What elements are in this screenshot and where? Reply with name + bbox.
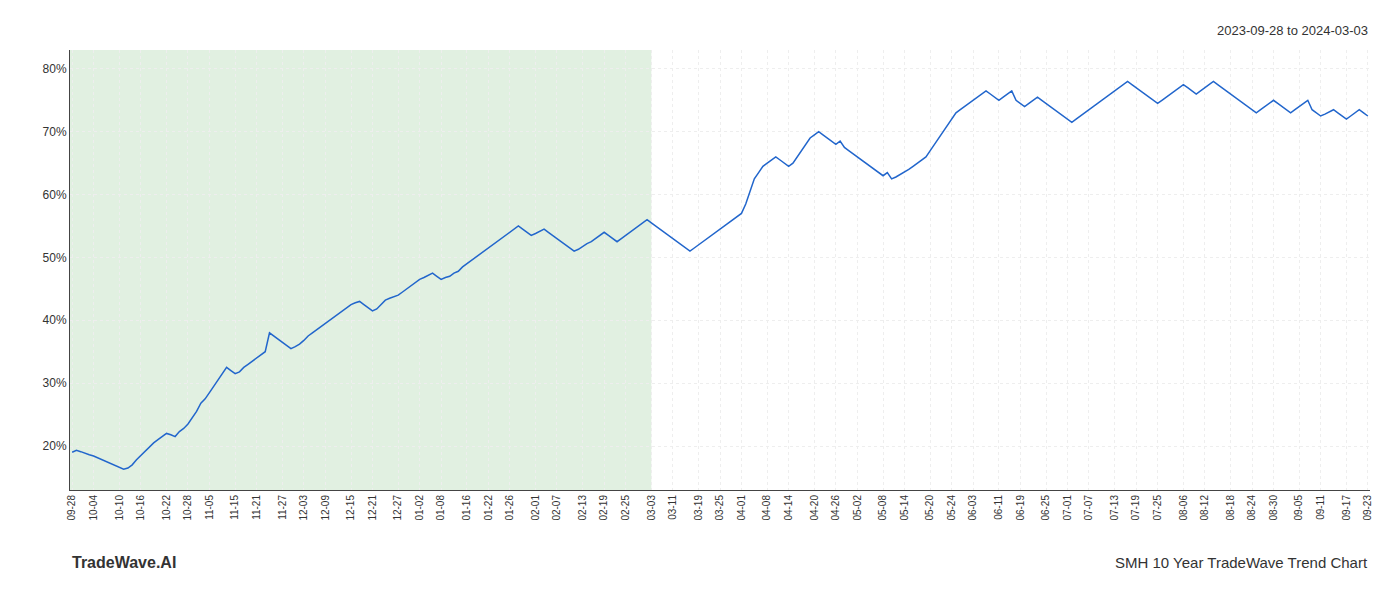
svg-text:04-14: 04-14 [783, 495, 794, 521]
svg-text:11-27: 11-27 [277, 495, 288, 520]
svg-text:02-01: 02-01 [530, 495, 541, 521]
svg-text:04-26: 04-26 [830, 495, 841, 521]
svg-text:09-05: 09-05 [1293, 495, 1304, 521]
svg-text:03-19: 03-19 [693, 495, 704, 521]
svg-text:12-21: 12-21 [367, 495, 378, 521]
svg-text:80%: 80% [43, 62, 67, 76]
svg-text:07-13: 07-13 [1109, 495, 1120, 521]
svg-text:50%: 50% [43, 251, 67, 265]
svg-text:12-15: 12-15 [345, 495, 356, 521]
svg-text:03-03: 03-03 [646, 495, 657, 521]
svg-text:08-30: 08-30 [1268, 495, 1279, 521]
svg-text:06-19: 06-19 [1015, 495, 1026, 521]
svg-text:01-08: 01-08 [435, 495, 446, 521]
svg-text:11-05: 11-05 [204, 495, 215, 520]
svg-text:2023-09-28 to 2024-03-03: 2023-09-28 to 2024-03-03 [1217, 23, 1368, 38]
svg-text:06-11: 06-11 [993, 495, 1004, 520]
svg-text:08-18: 08-18 [1225, 495, 1236, 521]
svg-text:10-04: 10-04 [88, 495, 99, 521]
svg-text:01-16: 01-16 [461, 495, 472, 521]
svg-text:03-25: 03-25 [714, 495, 725, 521]
svg-text:05-20: 05-20 [924, 495, 935, 521]
svg-text:12-03: 12-03 [298, 495, 309, 521]
svg-text:02-25: 02-25 [620, 495, 631, 521]
svg-text:02-19: 02-19 [598, 495, 609, 521]
svg-text:08-12: 08-12 [1199, 495, 1210, 521]
svg-text:08-06: 08-06 [1178, 495, 1189, 521]
svg-text:SMH 10 Year TradeWave Trend Ch: SMH 10 Year TradeWave Trend Chart [1115, 554, 1368, 571]
svg-text:01-02: 01-02 [414, 495, 425, 521]
svg-text:30%: 30% [43, 376, 67, 390]
svg-text:10-28: 10-28 [182, 495, 193, 521]
svg-text:09-17: 09-17 [1341, 495, 1352, 521]
svg-text:04-20: 04-20 [809, 495, 820, 521]
svg-text:11-21: 11-21 [251, 495, 262, 520]
svg-text:05-14: 05-14 [899, 495, 910, 521]
svg-text:10-10: 10-10 [114, 495, 125, 521]
svg-text:01-22: 01-22 [483, 495, 494, 521]
svg-text:12-27: 12-27 [392, 495, 403, 521]
svg-text:08-24: 08-24 [1246, 495, 1257, 521]
svg-text:09-11: 09-11 [1315, 495, 1326, 520]
svg-text:05-08: 05-08 [877, 495, 888, 521]
svg-text:09-23: 09-23 [1362, 495, 1373, 521]
svg-text:02-13: 02-13 [577, 495, 588, 521]
svg-text:07-25: 07-25 [1152, 495, 1163, 521]
svg-text:07-07: 07-07 [1083, 495, 1094, 521]
svg-text:03-11: 03-11 [667, 495, 678, 520]
svg-text:TradeWave.AI: TradeWave.AI [72, 554, 176, 571]
svg-text:20%: 20% [43, 439, 67, 453]
svg-text:05-02: 05-02 [852, 495, 863, 521]
svg-text:04-08: 04-08 [761, 495, 772, 521]
svg-text:12-09: 12-09 [320, 495, 331, 521]
svg-text:10-22: 10-22 [161, 495, 172, 521]
svg-text:10-16: 10-16 [135, 495, 146, 521]
svg-text:04-01: 04-01 [736, 495, 747, 521]
svg-text:09-28: 09-28 [66, 495, 77, 521]
svg-text:70%: 70% [43, 125, 67, 139]
svg-text:07-19: 07-19 [1130, 495, 1141, 521]
svg-text:02-07: 02-07 [551, 495, 562, 521]
svg-text:05-24: 05-24 [946, 495, 957, 521]
svg-text:06-03: 06-03 [967, 495, 978, 521]
svg-text:07-01: 07-01 [1062, 495, 1073, 521]
svg-text:11-15: 11-15 [229, 495, 240, 520]
svg-text:01-26: 01-26 [504, 495, 515, 521]
svg-text:40%: 40% [43, 313, 67, 327]
svg-text:06-25: 06-25 [1040, 495, 1051, 521]
svg-text:60%: 60% [43, 188, 67, 202]
